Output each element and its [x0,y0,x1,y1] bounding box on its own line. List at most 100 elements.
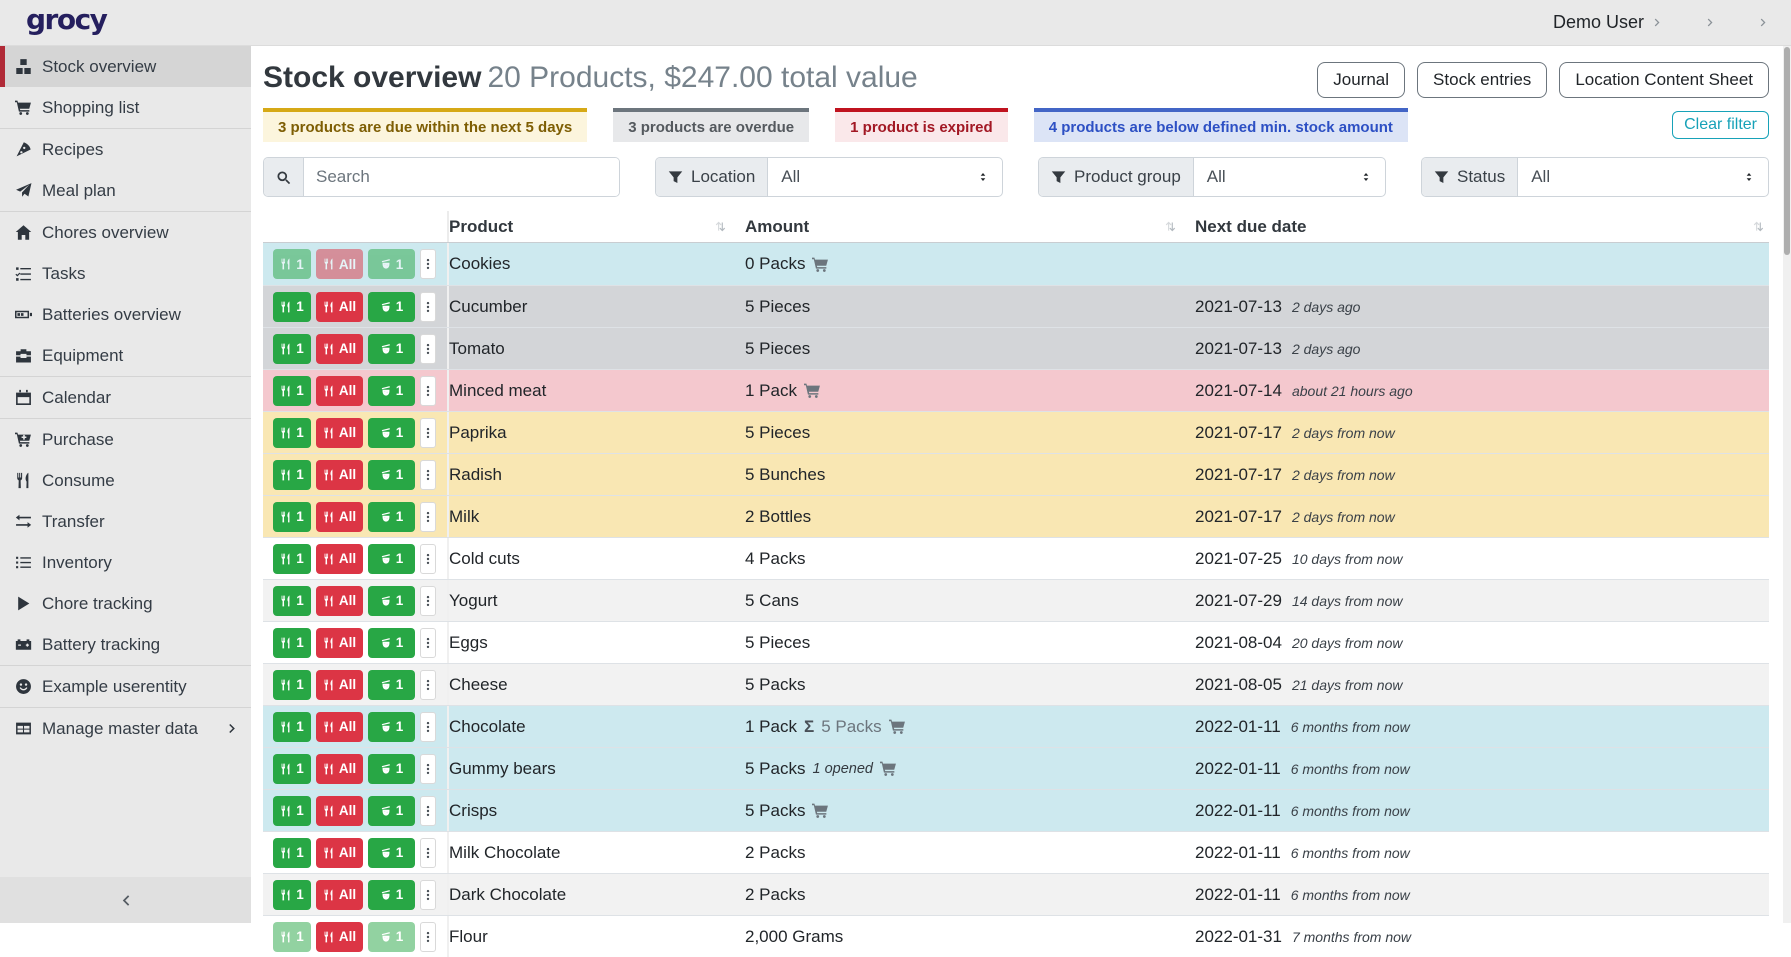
consume-all-button[interactable]: All [316,712,363,742]
grocy-logo[interactable]: grocy [26,6,106,40]
row-menu-button[interactable] [420,376,436,406]
open-one-button[interactable]: 1 [368,880,415,910]
consume-one-button[interactable]: 1 [273,838,311,868]
consume-all-button[interactable]: All [316,754,363,784]
consume-all-button[interactable]: All [316,249,363,279]
sidebar-item-chores-overview[interactable]: Chores overview [0,212,251,253]
secondary-status-banner[interactable]: 3 products are overdue [613,108,809,142]
row-menu-button[interactable] [420,586,436,616]
open-one-button[interactable]: 1 [368,292,415,322]
consume-all-button[interactable]: All [316,418,363,448]
consume-one-button[interactable]: 1 [273,628,311,658]
column-header-product[interactable]: Product [449,217,745,237]
row-menu-button[interactable] [420,670,436,700]
row-menu-button[interactable] [420,544,436,574]
scrollbar[interactable] [1783,0,1791,923]
consume-all-button[interactable]: All [316,628,363,658]
row-menu-button[interactable] [420,502,436,532]
info-status-banner[interactable]: 4 products are below defined min. stock … [1034,108,1408,142]
location-filter-select[interactable]: All [768,158,1002,196]
row-menu-button[interactable] [420,418,436,448]
consume-one-button[interactable]: 1 [273,796,311,826]
sidebar-item-calendar[interactable]: Calendar [0,377,251,418]
consume-all-button[interactable]: All [316,796,363,826]
open-one-button[interactable]: 1 [368,796,415,826]
sidebar-item-manage-master-data[interactable]: Manage master data [0,708,251,749]
consume-all-button[interactable]: All [316,334,363,364]
consume-all-button[interactable]: All [316,460,363,490]
warning-status-banner[interactable]: 3 products are due within the next 5 day… [263,108,587,142]
open-one-button[interactable]: 1 [368,838,415,868]
consume-one-button[interactable]: 1 [273,586,311,616]
open-one-button[interactable]: 1 [368,502,415,532]
open-one-button[interactable]: 1 [368,712,415,742]
sidebar-item-transfer[interactable]: Transfer [0,501,251,542]
row-menu-button[interactable] [420,922,436,952]
sidebar-item-purchase[interactable]: Purchase [0,419,251,460]
journal-button[interactable]: Journal [1317,62,1405,98]
consume-all-button[interactable]: All [316,292,363,322]
consume-all-button[interactable]: All [316,922,363,952]
row-menu-button[interactable] [420,292,436,322]
admin-menu[interactable] [1750,17,1769,28]
consume-one-button[interactable]: 1 [273,754,311,784]
sidebar-item-stock-overview[interactable]: Stock overview [0,46,251,87]
row-menu-button[interactable] [420,712,436,742]
row-menu-button[interactable] [420,334,436,364]
location-content-sheet-button[interactable]: Location Content Sheet [1559,62,1769,98]
open-one-button[interactable]: 1 [368,586,415,616]
sidebar-item-equipment[interactable]: Equipment [0,335,251,376]
consume-all-button[interactable]: All [316,838,363,868]
consume-one-button[interactable]: 1 [273,418,311,448]
sidebar-item-meal-plan[interactable]: Meal plan [0,170,251,211]
consume-one-button[interactable]: 1 [273,376,311,406]
settings-menu[interactable] [1697,17,1716,28]
sidebar-item-inventory[interactable]: Inventory [0,542,251,583]
consume-one-button[interactable]: 1 [273,502,311,532]
consume-all-button[interactable]: All [316,670,363,700]
consume-all-button[interactable]: All [316,544,363,574]
sidebar-item-example-userentity[interactable]: Example userentity [0,666,251,707]
open-one-button[interactable]: 1 [368,544,415,574]
stock-entries-button[interactable]: Stock entries [1417,62,1547,98]
row-menu-button[interactable] [420,460,436,490]
open-one-button[interactable]: 1 [368,418,415,448]
consume-one-button[interactable]: 1 [273,292,311,322]
search-input[interactable] [304,158,619,196]
consume-one-button[interactable]: 1 [273,249,311,279]
row-menu-button[interactable] [420,880,436,910]
sidebar-item-batteries-overview[interactable]: Batteries overview [0,294,251,335]
open-one-button[interactable]: 1 [368,460,415,490]
consume-one-button[interactable]: 1 [273,670,311,700]
sidebar-item-tasks[interactable]: Tasks [0,253,251,294]
open-one-button[interactable]: 1 [368,922,415,952]
user-menu[interactable]: Demo User [1545,12,1663,33]
row-menu-button[interactable] [420,754,436,784]
consume-one-button[interactable]: 1 [273,334,311,364]
consume-one-button[interactable]: 1 [273,922,311,952]
consume-all-button[interactable]: All [316,502,363,532]
consume-one-button[interactable]: 1 [273,880,311,910]
consume-one-button[interactable]: 1 [273,712,311,742]
row-menu-button[interactable] [420,796,436,826]
column-header-amount[interactable]: Amount [745,217,1195,237]
open-one-button[interactable]: 1 [368,670,415,700]
consume-all-button[interactable]: All [316,880,363,910]
row-menu-button[interactable] [420,838,436,868]
sidebar-item-chore-tracking[interactable]: Chore tracking [0,583,251,624]
open-one-button[interactable]: 1 [368,628,415,658]
sidebar-item-recipes[interactable]: Recipes [0,129,251,170]
clear-filter-button[interactable]: Clear filter [1672,111,1769,139]
status-filter-select[interactable]: All [1518,158,1768,196]
consume-one-button[interactable]: 1 [273,460,311,490]
consume-one-button[interactable]: 1 [273,544,311,574]
sidebar-item-battery-tracking[interactable]: Battery tracking [0,624,251,665]
product-group-filter-select[interactable]: All [1194,158,1385,196]
scrollbar-thumb[interactable] [1784,47,1790,255]
consume-all-button[interactable]: All [316,376,363,406]
open-one-button[interactable]: 1 [368,376,415,406]
row-menu-button[interactable] [420,628,436,658]
column-header-next-due-date[interactable]: Next due date [1195,217,1769,237]
consume-all-button[interactable]: All [316,586,363,616]
sidebar-item-shopping-list[interactable]: Shopping list [0,87,251,128]
